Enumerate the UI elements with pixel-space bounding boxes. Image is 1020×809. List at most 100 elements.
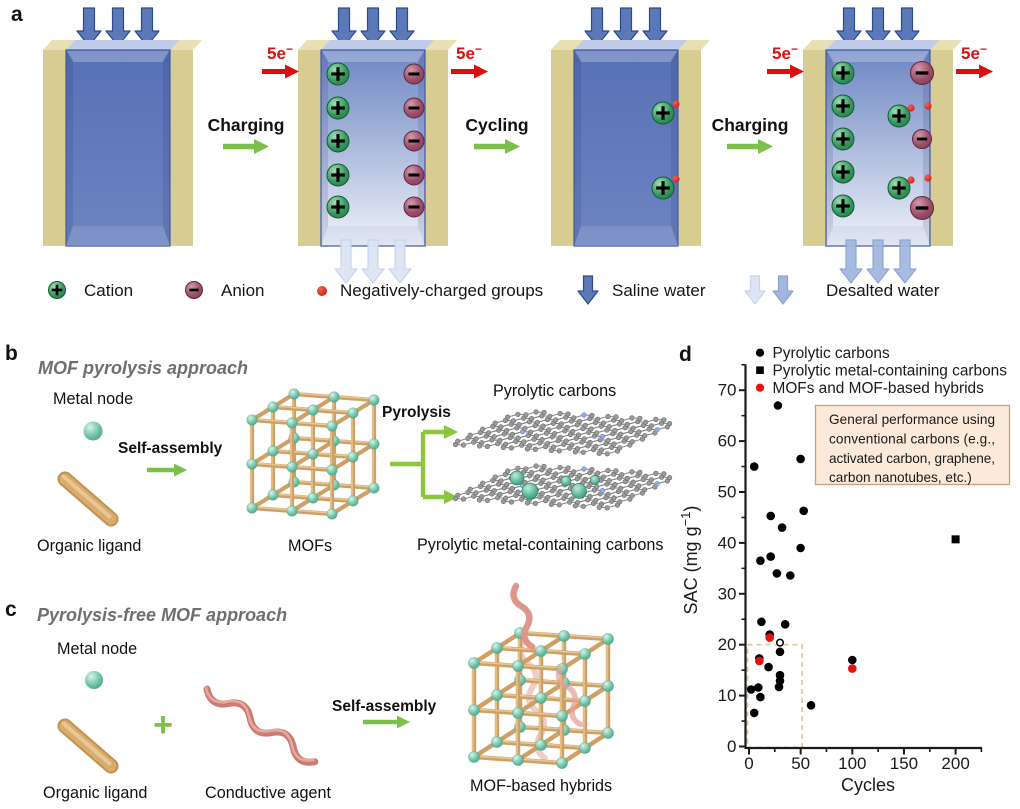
carbon-atom [500, 444, 507, 451]
data-point-square [951, 535, 960, 544]
cation-icon [651, 101, 675, 125]
electron-flow-arrow [451, 64, 488, 79]
metal-nanoparticle [521, 482, 539, 500]
carbon-atom [596, 504, 602, 510]
chart-legend-label: MOFs and MOF-based hybrids [773, 380, 985, 397]
mof-rod-highlight [517, 758, 563, 763]
carbon-atom [508, 499, 515, 505]
carbon-atom [557, 434, 563, 440]
metal-node-sphere [556, 710, 569, 723]
cation-icon [887, 104, 911, 128]
channel-inner-highlight [575, 51, 677, 62]
metal-node-sphere [535, 645, 548, 658]
mof-rod-highlight [540, 649, 586, 654]
metal-node-sphere [246, 502, 258, 514]
mof-rod-highlight [473, 708, 519, 713]
y-axis-title: SAC (mg g−1) [678, 506, 701, 615]
water-channel [65, 49, 171, 247]
legend-desalted-water-arrow-icon [772, 275, 794, 305]
saline-water-arrow [76, 7, 102, 47]
mof-rod [496, 645, 542, 654]
x-tick-label: 150 [890, 754, 918, 773]
nitrogen-atom [581, 466, 587, 472]
carbon-atom [623, 435, 630, 441]
carbon-atom [551, 431, 558, 437]
carbon-atom [509, 431, 516, 438]
legend-label-saline-water: Saline water [612, 281, 706, 300]
saline-water-arrow [642, 7, 668, 47]
rod-highlight [61, 474, 112, 519]
annotation-line: General performance using [829, 412, 995, 427]
panel-c-letter: c [5, 598, 17, 621]
polymer-body [203, 685, 319, 766]
chart-legend-label: Pyrolytic metal-containing carbons [773, 363, 1008, 380]
cation-icon [887, 176, 911, 200]
carbon-atom [480, 480, 486, 486]
carbon-atom [545, 440, 551, 446]
carbon-atom [580, 503, 586, 509]
carbon-atom [618, 431, 624, 437]
data-point [848, 664, 857, 673]
carbon-atom [595, 416, 601, 422]
metal-node-sphere [267, 445, 279, 457]
carbon-atom [524, 500, 531, 506]
carbon-atom [648, 423, 655, 429]
metal-nanoparticle [509, 470, 525, 486]
channel-top-face [321, 40, 434, 50]
anion-icon [403, 130, 425, 152]
desalted-water-arrow [893, 239, 917, 284]
carbon-atom [541, 409, 547, 416]
mof-rod-highlight [291, 465, 333, 470]
mof-rod [291, 420, 333, 429]
negative-group-icon [924, 102, 932, 110]
data-point [799, 506, 808, 516]
panel-b-graphics [57, 388, 673, 527]
branch-arrowhead [444, 425, 458, 439]
carbon-atom [619, 472, 625, 478]
mof-rod [251, 505, 293, 514]
mof-hybrid-cube [467, 627, 615, 770]
electron-label-cell4-left: 5e− [772, 42, 798, 63]
metal-node-sphere [467, 657, 480, 670]
saline-water-arrow [894, 7, 920, 47]
carbon-atom [636, 483, 642, 489]
mof-nodes-layer [246, 414, 338, 520]
self-assembly-arrow-c [363, 715, 410, 729]
legend-anion-icon [185, 281, 203, 299]
nitrogen-atom [581, 412, 587, 418]
carbon-atom [617, 445, 623, 451]
metal-node-sphere [347, 495, 359, 507]
carbon-atom [605, 413, 611, 420]
carbon-atom [452, 495, 459, 502]
carbon-atom [546, 481, 552, 487]
channel-right-wall [671, 50, 678, 246]
data-point [749, 462, 759, 471]
negative-group-icon [672, 175, 680, 183]
carbon-atom [508, 445, 515, 451]
metal-node-sphere [328, 391, 340, 403]
legend-circle-marker [755, 348, 765, 357]
data-point [777, 523, 787, 532]
metal-node-sphere-c [85, 671, 103, 689]
metal-node-sphere [347, 451, 359, 463]
carbon-atom [547, 467, 553, 473]
carbon-atom [485, 484, 492, 490]
negative-group-icon [907, 176, 915, 184]
data-point [755, 656, 764, 666]
carbon-atom [623, 489, 630, 495]
channel-top-face [826, 40, 939, 50]
carbon-atom [467, 432, 473, 438]
carbon-atom [613, 468, 619, 474]
carbon-atom [581, 436, 587, 442]
graphene-atoms [452, 463, 673, 511]
cation-icon [326, 195, 350, 219]
carbon-atom [588, 426, 594, 432]
y-tick-label: 40 [718, 533, 737, 552]
metal-node-sphere [490, 642, 503, 655]
threaded-polymer-tail [510, 582, 536, 651]
mof-rod [272, 404, 314, 413]
anion-icon [403, 196, 425, 218]
mof-rod [540, 648, 586, 657]
carbon-atom [541, 463, 547, 470]
